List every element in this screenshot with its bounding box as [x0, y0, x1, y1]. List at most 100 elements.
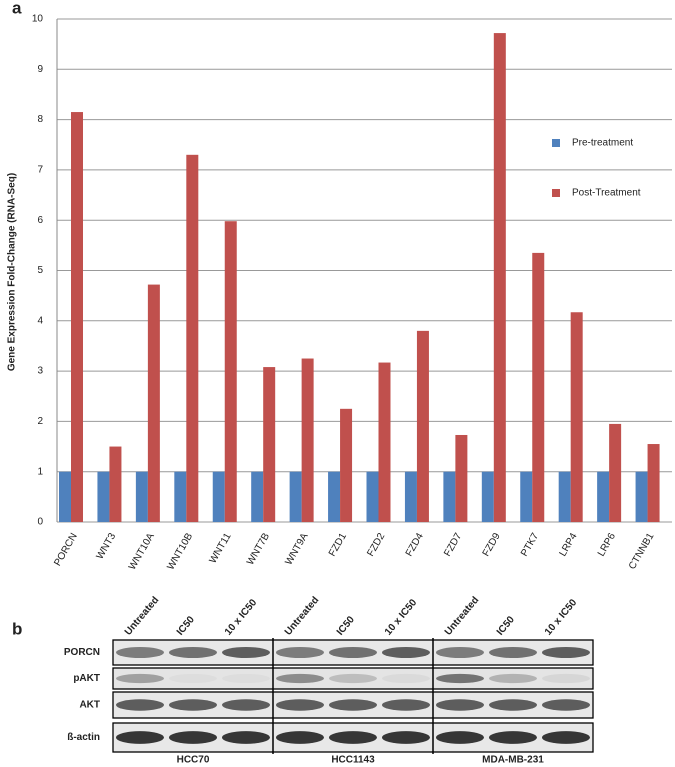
column-label: Untreated — [443, 595, 481, 638]
y-axis-label: Gene Expression Fold-Change (RNA-Seq) — [7, 173, 18, 371]
cell-line-label: HCC70 — [177, 755, 210, 766]
blot-band — [436, 731, 484, 744]
bar — [570, 312, 583, 522]
blot-band — [542, 673, 590, 684]
bar — [443, 471, 456, 522]
blot-band — [276, 647, 324, 658]
bar — [97, 471, 110, 522]
y-tick-label: 2 — [37, 416, 43, 427]
row-label: pAKT — [73, 673, 100, 684]
bar — [597, 471, 610, 522]
panel-label: b — [12, 619, 22, 638]
panel-label: a — [12, 0, 22, 17]
y-tick-label: 10 — [32, 14, 44, 25]
y-tick-label: 4 — [37, 315, 43, 326]
bar — [493, 33, 506, 523]
blot-band — [436, 699, 484, 711]
x-tick-label: WNT9A — [283, 531, 310, 567]
blot-band — [489, 673, 537, 684]
x-tick-label: FZD2 — [365, 531, 387, 559]
y-tick-label: 7 — [37, 165, 43, 176]
blot-band — [489, 731, 537, 744]
bar — [455, 434, 468, 522]
x-tick-label: WNT10A — [127, 531, 157, 572]
x-tick-label: CTNNB1 — [627, 531, 657, 572]
blot-band — [222, 674, 270, 683]
bar — [532, 252, 545, 522]
bar — [109, 446, 122, 522]
blot-band — [489, 647, 537, 658]
y-tick-label: 9 — [37, 64, 43, 75]
legend-label: Post-Treatment — [572, 188, 641, 199]
blot-band — [276, 673, 324, 684]
bar — [635, 471, 648, 522]
bar — [212, 471, 225, 522]
row-label: ß-actin — [67, 732, 100, 743]
bar — [647, 444, 660, 522]
blot-band — [382, 647, 430, 658]
column-label: 10 x IC50 — [543, 597, 580, 638]
y-tick-label: 6 — [37, 215, 43, 226]
legend-label: Pre-treatment — [572, 138, 633, 149]
x-tick-label: FZD9 — [481, 531, 503, 559]
blot-band — [222, 699, 270, 711]
blot-band — [329, 647, 377, 658]
cell-line-label: HCC1143 — [331, 755, 375, 766]
blot-band — [169, 647, 217, 658]
x-tick-label: PTK7 — [519, 531, 541, 559]
bar — [340, 408, 353, 522]
blot-band — [116, 673, 164, 684]
blot-band — [329, 731, 377, 744]
bar — [135, 471, 148, 522]
x-tick-label: FZD1 — [327, 531, 349, 559]
cell-line-label: MDA-MB-231 — [482, 755, 544, 766]
bar — [174, 471, 187, 522]
blot-band — [222, 731, 270, 744]
column-label: 10 x IC50 — [383, 597, 420, 638]
bar — [263, 367, 276, 522]
blot-band — [489, 699, 537, 711]
legend-swatch — [552, 139, 560, 147]
bar — [251, 471, 264, 522]
x-tick-label: WNT10B — [165, 531, 195, 572]
blot-band — [542, 699, 590, 711]
bar — [558, 471, 571, 522]
column-label: 10 x IC50 — [223, 597, 260, 638]
column-label: IC50 — [335, 614, 357, 638]
bar — [301, 358, 314, 522]
column-label: Untreated — [283, 595, 321, 638]
blot-band — [116, 699, 164, 711]
bar — [71, 112, 83, 523]
bar — [186, 154, 199, 522]
y-tick-label: 3 — [37, 366, 43, 377]
row-label: PORCN — [64, 647, 100, 658]
blot-band — [382, 731, 430, 744]
blot-band — [436, 673, 484, 684]
blot-band — [329, 699, 377, 711]
blot-band — [222, 647, 270, 658]
blot-band — [276, 731, 324, 744]
blot-band — [542, 647, 590, 658]
x-tick-label: LRP4 — [558, 531, 580, 559]
blot-band — [436, 647, 484, 658]
row-label: AKT — [79, 700, 100, 711]
x-tick-label: WNT11 — [208, 531, 234, 566]
blot-band — [276, 699, 324, 711]
bar — [328, 471, 341, 522]
bar — [289, 471, 302, 522]
bar — [366, 471, 379, 522]
column-label: IC50 — [495, 614, 517, 638]
y-tick-label: 1 — [37, 466, 43, 477]
x-tick-label: FZD7 — [442, 531, 464, 559]
bar — [147, 284, 160, 522]
legend-swatch — [552, 189, 560, 197]
blot-band — [169, 699, 217, 711]
blot-strip — [112, 667, 594, 690]
x-tick-label: WNT3 — [95, 531, 119, 561]
blot-band — [382, 673, 430, 684]
column-label: Untreated — [123, 595, 161, 638]
bar — [404, 471, 417, 522]
bar — [59, 471, 71, 522]
bar — [520, 471, 533, 522]
